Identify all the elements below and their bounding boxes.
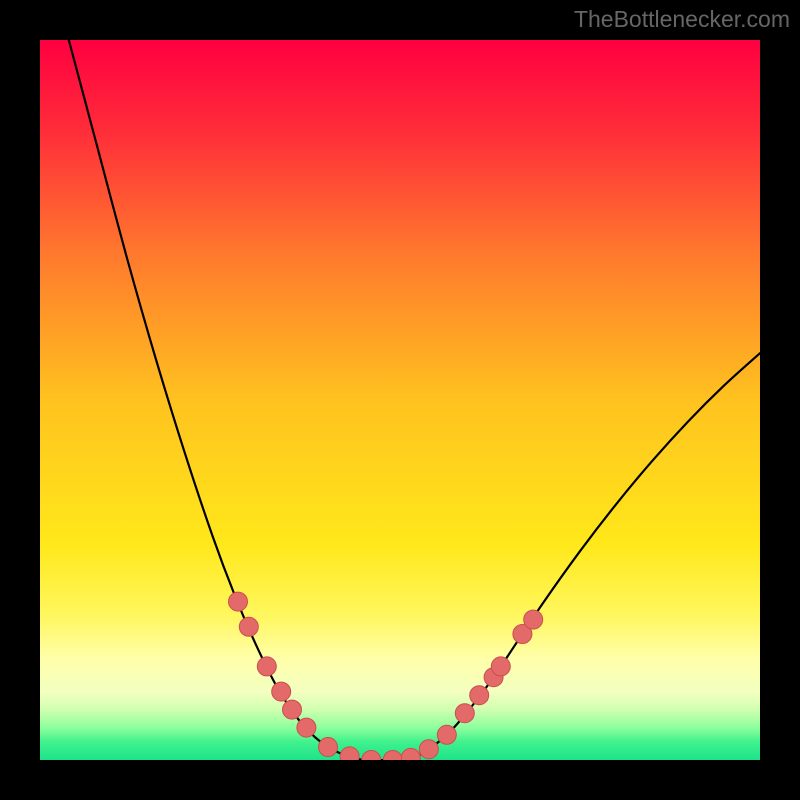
curve-marker — [283, 700, 302, 719]
curve-marker — [272, 682, 291, 701]
curve-marker — [524, 610, 543, 629]
curve-marker — [491, 657, 510, 676]
curve-marker — [239, 617, 258, 636]
curve-marker — [419, 740, 438, 759]
bottleneck-curve-chart — [40, 40, 760, 760]
curve-marker — [455, 704, 474, 723]
curve-marker — [257, 657, 276, 676]
gradient-background — [40, 40, 760, 760]
chart-frame — [40, 40, 760, 760]
curve-marker — [229, 592, 248, 611]
curve-marker — [297, 718, 316, 737]
watermark-text: TheBottlenecker.com — [574, 6, 790, 33]
curve-marker — [319, 738, 338, 757]
curve-marker — [437, 725, 456, 744]
curve-marker — [470, 686, 489, 705]
